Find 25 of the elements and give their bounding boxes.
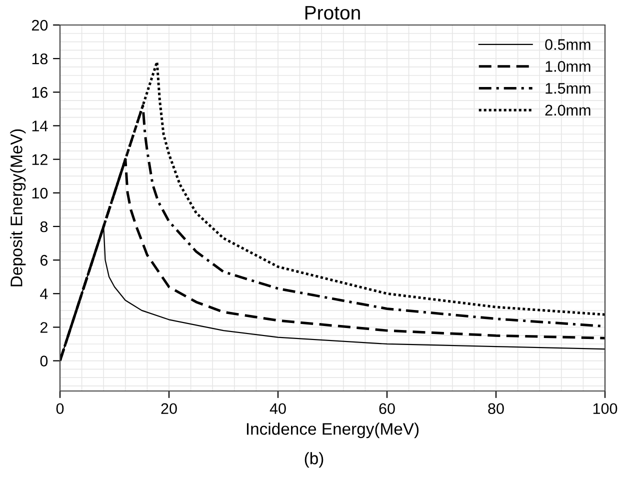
y-tick-label: 14 [32, 120, 48, 132]
text: (b) [304, 452, 324, 468]
y-tick-label: 6 [40, 254, 48, 266]
y-tick-label: 18 [32, 53, 48, 64]
y-tick-label: 2 [40, 322, 48, 333]
y-axis-title: Deposit Energy(MeV) [10, 129, 26, 286]
x-tick-label: 20 [161, 403, 177, 414]
y-tick-label: 8 [40, 221, 48, 232]
x-tick-label: 60 [379, 403, 395, 414]
legend-label: 1.5mm [546, 83, 590, 94]
legend-label: 2.0mm [545, 104, 590, 116]
legend-label: 0.5mm [545, 39, 590, 50]
x-tick-label: 0 [56, 403, 64, 414]
y-tick-label: 4 [40, 288, 48, 300]
y-tick-label: 20 [32, 20, 48, 31]
x-tick-label: 80 [488, 403, 504, 414]
legend-label: 1.0mm [546, 61, 590, 72]
x-tick-label: 40 [270, 403, 286, 414]
chart-title: Proton [305, 6, 360, 20]
x-axis-title: Incidence Energy(MeV) [246, 422, 419, 438]
y-tick-label: 12 [32, 154, 48, 165]
y-tick-label: 0 [40, 356, 48, 366]
y-tick-label: 10 [32, 188, 48, 199]
x-tick-label: 100 [593, 403, 618, 414]
y-tick-label: 16 [32, 87, 48, 98]
